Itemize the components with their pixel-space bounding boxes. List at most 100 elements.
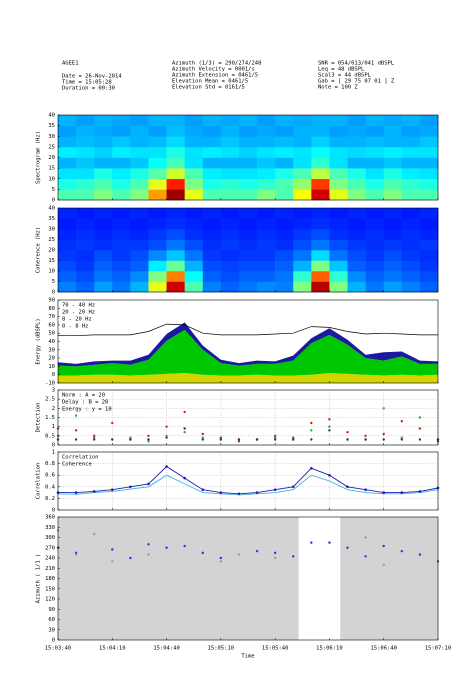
point xyxy=(165,436,168,439)
heatmap-cell xyxy=(238,136,258,148)
heatmap-cell xyxy=(202,189,222,201)
heatmap-cell xyxy=(130,125,149,137)
y-tick-label: 25 xyxy=(48,144,55,150)
point xyxy=(382,563,385,567)
heatmap-cell xyxy=(257,146,276,158)
heatmap-cell xyxy=(58,125,77,137)
marker xyxy=(237,492,241,496)
y-tick-label: 3 xyxy=(52,388,55,394)
heatmap-cell xyxy=(419,229,439,240)
heatmap-cell xyxy=(401,208,421,219)
point xyxy=(74,414,78,417)
y-tick-label: 2 xyxy=(52,406,55,412)
heatmap-cell xyxy=(94,218,113,230)
y-axis-label: Correlation xyxy=(36,463,42,499)
heatmap-cell xyxy=(275,189,294,201)
heatmap-cell xyxy=(202,178,222,190)
heatmap-cell xyxy=(76,115,95,126)
heatmap-cell xyxy=(293,239,312,251)
y-tick-label: 10 xyxy=(48,364,55,370)
heatmap-cell xyxy=(148,115,167,126)
point xyxy=(346,546,349,549)
heatmap-cell xyxy=(220,239,240,251)
y-tick-label: 10 xyxy=(48,269,55,275)
heatmap-cell xyxy=(293,146,312,158)
marker xyxy=(129,485,132,489)
header-text: Elevation Std = 0161/5 xyxy=(172,85,245,91)
x-axis-label: Time xyxy=(241,654,254,660)
heatmap-cell xyxy=(329,136,348,148)
heatmap-cell xyxy=(112,260,131,272)
y-tick-label: 1 xyxy=(52,450,55,456)
heatmap-cell xyxy=(76,178,95,190)
heatmap-cell xyxy=(329,178,348,190)
heatmap-cell xyxy=(257,218,276,230)
heatmap-cell xyxy=(365,125,385,137)
heatmap-cell xyxy=(275,218,294,230)
heatmap-cell xyxy=(347,189,366,201)
heatmap-cell xyxy=(311,250,330,261)
heatmap-cell xyxy=(148,239,167,251)
heatmap-cell xyxy=(257,115,276,126)
heatmap-cell xyxy=(166,208,185,219)
point xyxy=(111,560,114,563)
point xyxy=(310,421,313,425)
heatmap-cell xyxy=(329,281,348,293)
heatmap-cell xyxy=(184,189,204,201)
y-tick-label: 240 xyxy=(45,556,55,562)
point xyxy=(364,536,367,539)
heatmap-cell xyxy=(311,281,330,293)
y-tick-label: 0.6 xyxy=(45,473,55,479)
point xyxy=(201,551,204,555)
legend-entry: Norm : A = 20 xyxy=(62,393,105,399)
y-axis-label: Coherence (Hz) xyxy=(36,227,42,273)
legend-entry: Energy : y = 10 xyxy=(62,407,112,413)
legend-entry: Delay : B = 20 xyxy=(62,400,108,406)
heatmap-cell xyxy=(184,115,204,126)
heatmap-cell xyxy=(202,208,222,219)
point xyxy=(382,432,385,436)
heatmap-cell xyxy=(293,168,312,180)
heatmap-cell xyxy=(401,260,421,272)
heatmap-cell xyxy=(94,229,113,240)
heatmap-cell xyxy=(365,218,385,230)
header-text: Leq = 48 dBSPL xyxy=(318,67,365,73)
heatmap-cell xyxy=(148,208,167,219)
header-text: Scal3 = 44 dBSPL xyxy=(318,73,372,79)
y-tick-label: 0.4 xyxy=(45,484,56,490)
heatmap-cell xyxy=(166,271,185,282)
heatmap-cell xyxy=(347,178,366,190)
heatmap-cell xyxy=(238,239,258,251)
heatmap-cell xyxy=(383,229,403,240)
heatmap-cell xyxy=(130,271,149,282)
y-tick-label: 120 xyxy=(45,597,55,603)
heatmap-cell xyxy=(365,115,385,126)
y-tick-label: 0.8 xyxy=(45,461,55,467)
heatmap-cell xyxy=(184,168,204,180)
y-axis-label: Azimuth ( 1/1 ) xyxy=(36,554,42,604)
y-tick-label: 300 xyxy=(45,535,55,541)
y-tick-label: 0.2 xyxy=(45,496,55,502)
y-tick-label: 40 xyxy=(48,113,55,119)
y-tick-label: 35 xyxy=(48,123,55,129)
heatmap-cell xyxy=(202,229,222,240)
point xyxy=(237,553,241,556)
heatmap-cell xyxy=(401,218,421,230)
point xyxy=(147,553,150,556)
point xyxy=(92,532,96,536)
y-tick-label: 5 xyxy=(52,279,55,285)
heatmap-cell xyxy=(94,271,113,282)
legend-entry: Correlation xyxy=(62,455,98,461)
point xyxy=(111,438,114,441)
heatmap-cell xyxy=(238,218,258,230)
y-tick-label: 30 xyxy=(48,134,55,140)
heatmap-cell xyxy=(383,178,403,190)
marker xyxy=(400,491,404,494)
plot-background xyxy=(58,517,438,640)
heatmap-cell xyxy=(238,260,258,272)
heatmap-cell xyxy=(112,157,131,169)
heatmap-cell xyxy=(329,250,348,261)
heatmap-cell xyxy=(58,115,77,126)
point xyxy=(165,546,168,549)
heatmap-cell xyxy=(112,218,131,230)
